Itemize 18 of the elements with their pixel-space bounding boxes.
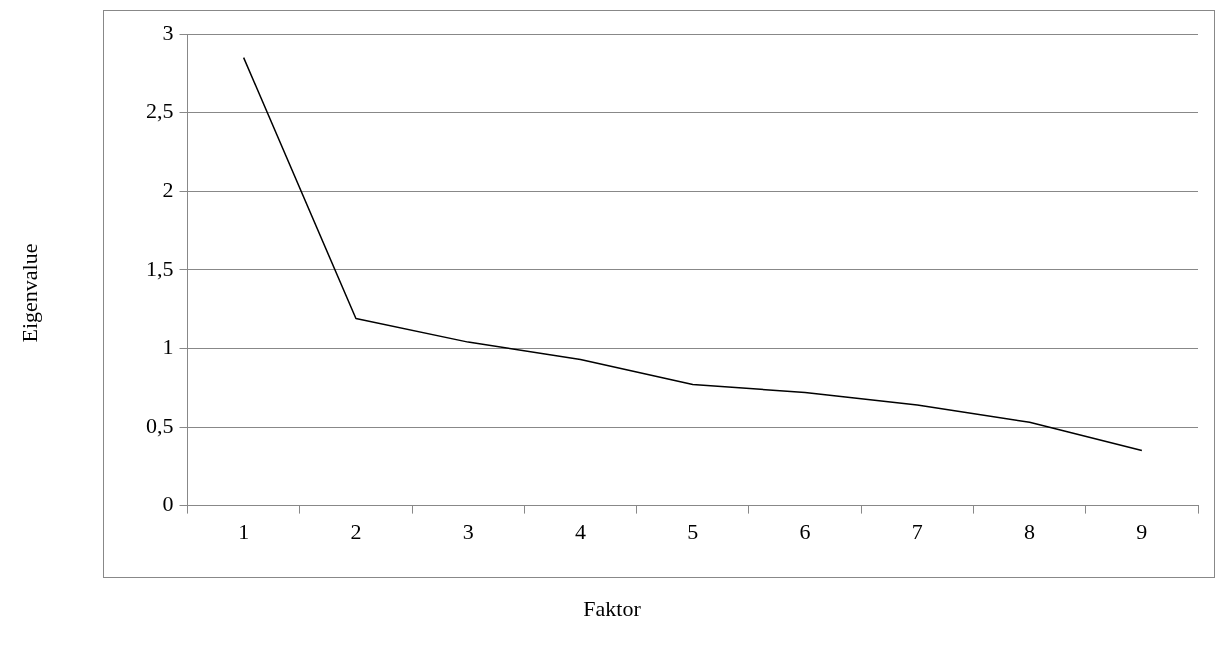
y-tick-label: 2,5 [146,98,174,124]
y-tick-label: 1,5 [146,255,174,281]
y-tick-label: 3 [162,19,174,45]
x-tick-label: 7 [911,518,923,544]
x-tick-label: 1 [238,518,250,544]
x-tick-label: 6 [799,518,811,544]
x-tick-label: 4 [574,518,586,544]
x-tick-label: 8 [1024,518,1036,544]
y-axis-title: Eigenvalue [17,243,43,343]
x-tick-label: 9 [1136,518,1148,544]
y-tick-label: 0,5 [146,412,174,438]
x-tick-label: 3 [462,518,474,544]
x-tick-label: 2 [350,518,362,544]
y-tick-label: 0 [162,491,174,517]
y-tick-label: 2 [162,176,174,202]
x-axis-title: Faktor [582,596,642,622]
y-tick-label: 1 [162,334,174,360]
x-tick-label: 5 [687,518,699,544]
